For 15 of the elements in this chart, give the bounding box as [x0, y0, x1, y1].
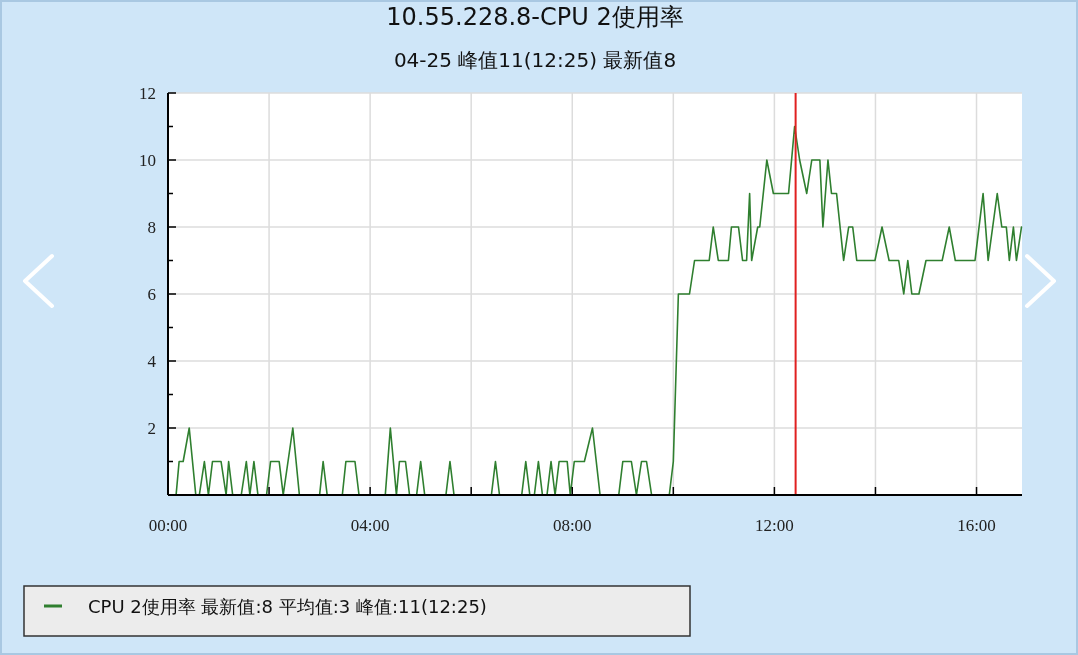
x-tick-label: 08:00 [552, 516, 592, 535]
y-tick-label: 4 [147, 351, 157, 371]
y-tick-label: 8 [147, 217, 156, 237]
x-tick-label: 16:00 [957, 516, 996, 535]
y-tick-label: 6 [147, 284, 156, 304]
chart-subtitle: 04-25 峰值11(12:25) 最新值8 [393, 48, 677, 72]
legend-label: CPU 2使用率 最新值:8 平均值:3 峰值:11(12:25) [88, 596, 487, 617]
x-tick-label: 12:00 [755, 516, 794, 535]
y-tick-label: 12 [139, 83, 156, 103]
y-tick-label: 10 [139, 150, 156, 170]
x-tick-label: 04:00 [350, 516, 390, 535]
y-tick-label: 2 [147, 418, 156, 438]
x-tick-label: 00:00 [148, 516, 188, 535]
chart-title: 10.55.228.8-CPU 2使用率 [386, 3, 684, 31]
line-series [175, 125, 1023, 496]
